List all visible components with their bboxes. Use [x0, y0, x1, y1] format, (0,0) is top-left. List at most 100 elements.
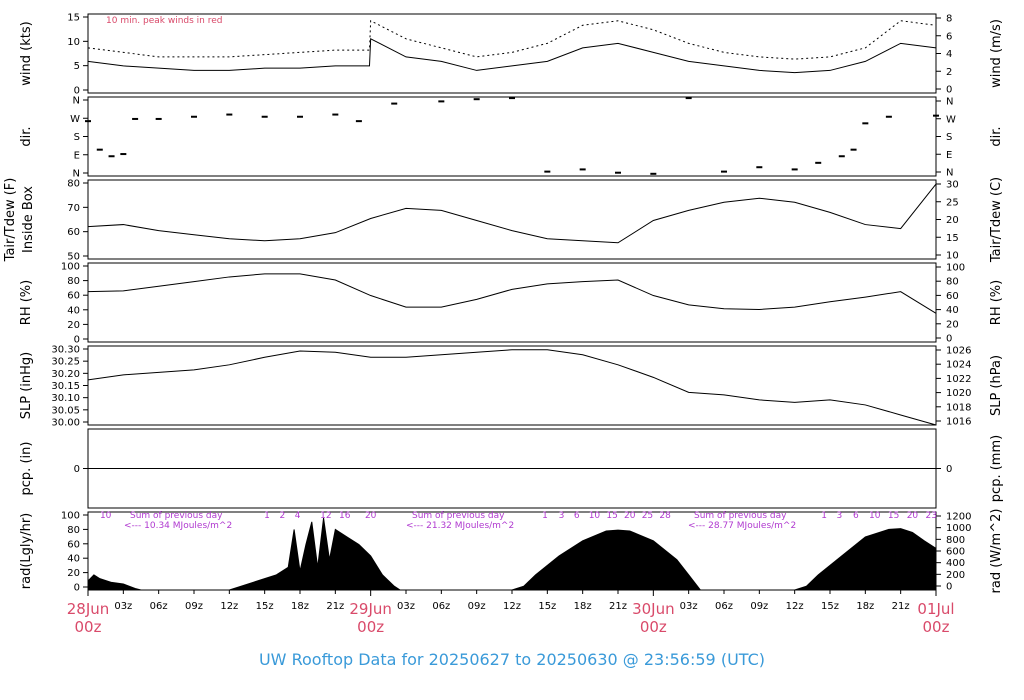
- hour-label: 06z: [715, 601, 733, 612]
- hour-label: 21z: [326, 601, 344, 612]
- direction-point: [850, 148, 857, 151]
- hour-label: 06z: [150, 601, 168, 612]
- right-tick-label: 1020: [946, 388, 971, 399]
- hour-label: 09z: [468, 601, 486, 612]
- right-tick-label: 30: [946, 180, 959, 191]
- panel-temp: 50 60 70 80 10 15 20 25 30 Tair/Tdew (F) Inside Bo…: [3, 177, 1004, 263]
- rad-hour-mark: 1: [264, 511, 270, 521]
- rad-hour-mark: 2: [279, 511, 285, 521]
- hour-label: 12z: [503, 601, 521, 612]
- rad-hour-mark: 3: [837, 511, 843, 521]
- rh-series: [87, 273, 937, 314]
- hour-label: 12z: [220, 601, 238, 612]
- direction-point: [862, 122, 869, 125]
- direction-point: [132, 117, 139, 120]
- rad-hour-mark: 20: [365, 511, 377, 521]
- left-tick-label: 80: [67, 179, 80, 190]
- hour-label: 21z: [892, 601, 910, 612]
- panel-rh: 0 20 40 60 80 100 0 20 40 60 80 100 RH (%) RH (%): [19, 262, 1004, 346]
- right-tick-label: N: [946, 97, 953, 108]
- right-tick-label: 1018: [946, 402, 971, 413]
- right-tick-label: 8: [946, 14, 952, 25]
- right-tick-label: 400: [946, 558, 965, 569]
- left-tick-label: 100: [61, 511, 80, 522]
- left-tick-label: 30.25: [51, 357, 80, 368]
- right-tick-label: E: [946, 150, 952, 161]
- radiation-area: [87, 517, 937, 591]
- direction-point: [120, 153, 127, 156]
- rad-hour-mark: 28: [659, 511, 671, 521]
- left-tick-label: 30.00: [51, 418, 80, 429]
- left-tick-label: 30.20: [51, 369, 80, 380]
- direction-point: [85, 120, 91, 123]
- right-tick-label: 600: [946, 547, 965, 558]
- left-tick-label: S: [74, 132, 80, 143]
- right-tick-label: 1200: [946, 512, 971, 523]
- left-tick-label: 60: [67, 227, 80, 238]
- sum-label-title: Sum of previous day: [130, 511, 223, 521]
- right-tick-label: 1016: [946, 417, 971, 428]
- left-tick-label: 60: [67, 539, 80, 550]
- left-tick-label: 20: [67, 320, 80, 331]
- rad-hour-mark: 25: [642, 511, 653, 521]
- y-axis-label-right: SLP (hPa): [989, 355, 1004, 416]
- date-label: 28Jun: [67, 600, 110, 618]
- direction-point: [721, 170, 727, 173]
- direction-point: [579, 168, 586, 171]
- hour-label: 03z: [114, 601, 132, 612]
- hour-label: 03z: [397, 601, 415, 612]
- left-tick-label: 80: [67, 276, 80, 287]
- right-tick-label: 20: [946, 215, 959, 226]
- y-axis-label-right: rad (W/m^2): [989, 509, 1004, 594]
- rad-hour-mark: 6: [853, 511, 859, 521]
- hour-label: 09z: [750, 601, 768, 612]
- right-tick-label: W: [946, 114, 956, 125]
- hour-label: 03z: [680, 601, 698, 612]
- left-tick-label: 10: [67, 37, 80, 48]
- rad-hour-mark: 1: [542, 511, 548, 521]
- rad-hour-mark: 16: [339, 511, 351, 521]
- hour-label: 12z: [786, 601, 804, 612]
- y-axis-label-left: rad(Lgly/hr): [19, 513, 34, 589]
- panel-pcp: 0 0 pcp. (in) pcp. (mm): [19, 428, 1004, 509]
- direction-point: [96, 148, 103, 151]
- direction-point: [355, 120, 362, 123]
- rad-hour-mark: 20: [907, 511, 919, 521]
- sum-label-value: <--- 10.34 MJoules/m^2: [124, 521, 232, 531]
- direction-point: [815, 161, 822, 164]
- direction-point: [615, 171, 621, 174]
- hour-label: 06z: [432, 601, 450, 612]
- left-tick-label: 80: [67, 525, 80, 536]
- date-label: 30Jun: [632, 600, 675, 618]
- y-axis-label-right: wind (m/s): [989, 19, 1004, 88]
- panel-wind: 0 5 10 15 0 2 4 6 8 wind (kts) wind (m/s) 10 min. p…: [19, 13, 1004, 97]
- left-tick-label: 5: [74, 61, 80, 72]
- wind-series: [87, 38, 937, 74]
- peak-wind-series: [87, 19, 937, 60]
- direction-point: [650, 172, 657, 175]
- rad-hour-mark: 23: [926, 511, 937, 521]
- panel-frame: [87, 96, 937, 177]
- left-tick-label: W: [70, 114, 80, 125]
- left-tick-label: 30.10: [51, 393, 80, 404]
- rad-hour-mark: 10: [589, 511, 601, 521]
- y-axis-label-left: pcp. (in): [19, 442, 34, 496]
- direction-point: [509, 97, 515, 100]
- direction-point: [544, 170, 551, 173]
- direction-point: [391, 102, 398, 105]
- direction-point: [191, 115, 197, 118]
- left-tick-label: 0: [74, 335, 80, 346]
- left-tick-label: 70: [67, 203, 80, 214]
- rad-hour-mark: 1: [821, 511, 827, 521]
- left-tick-label: 30.15: [51, 381, 80, 392]
- y-axis-label-left: SLP (inHg): [19, 352, 34, 420]
- hour-label: 15z: [256, 601, 274, 612]
- right-tick-label: 0: [946, 582, 952, 593]
- hour-label: 09z: [185, 601, 203, 612]
- y-axis-label-left: wind (kts): [19, 21, 34, 85]
- right-tick-label: 0: [946, 85, 952, 96]
- right-tick-label: 80: [946, 277, 959, 288]
- right-tick-label: 1026: [946, 346, 971, 357]
- left-tick-label: 60: [67, 291, 80, 302]
